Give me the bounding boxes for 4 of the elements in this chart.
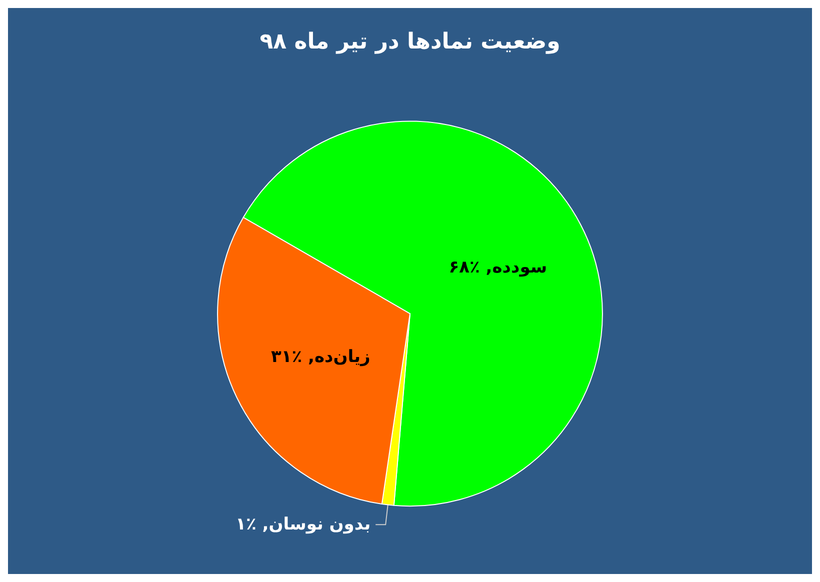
slice-label: زیان‌ده, ۳۱٪ [270, 346, 370, 367]
chart-title: وضعیت نمادها در تیر ماه ۹۸ [260, 30, 560, 54]
slice-label: سودده, ۶۸٪ [448, 258, 548, 278]
slice-label: بدون نوسان, ۱٪ [236, 514, 371, 535]
